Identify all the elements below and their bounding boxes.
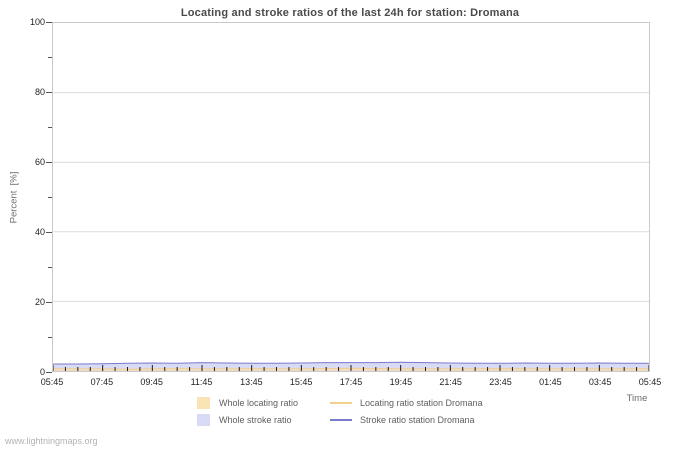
x-tick-label: 19:45 [389,377,413,387]
whole-stroke-swatch [197,414,210,426]
watermark-link: www.lightningmaps.org [5,436,98,446]
x-tick-label: 11:45 [190,377,213,387]
y-minor-tick [48,267,52,268]
y-major-tick [46,372,52,373]
plot-area [52,22,650,372]
y-minor-tick [48,197,52,198]
legend-label-whole-stroke: Whole stroke ratio [219,415,292,425]
x-tick-label: 01:45 [539,377,562,387]
x-tick-label: 21:45 [439,377,462,387]
x-tick-label: 05:45 [638,377,662,387]
y-minor-tick [48,127,52,128]
y-tick-label: 0 [39,367,45,377]
y-major-tick [46,232,52,233]
x-tick-label: 09:45 [140,377,163,387]
x-tick-label: 23:45 [489,377,512,387]
y-tick-label: 60 [34,157,45,167]
whole-locating-swatch [197,397,210,409]
x-tick-label: 13:45 [240,377,263,387]
y-minor-tick [48,57,52,58]
y-tick-label: 20 [34,297,45,307]
y-axis-title: Percent [%] [8,171,20,224]
page-title: Locating and stroke ratios of the last 2… [180,7,520,19]
y-minor-tick [48,337,52,338]
legend-label-station-locating: Locating ratio station Dromana [360,398,483,408]
station-stroke-line-swatch [330,419,352,421]
y-tick-label: 40 [34,227,45,237]
x-tick-label: 07:45 [90,377,114,387]
y-tick-label: 100 [29,17,45,27]
chart-plot-svg [53,92,649,371]
legend-label-station-stroke: Stroke ratio station Dromana [360,415,475,425]
y-major-tick [46,162,52,163]
x-tick-label: 17:45 [339,377,363,387]
x-tick-label: 15:45 [289,377,313,387]
x-tick-label: 03:45 [588,377,612,387]
y-major-tick [46,22,52,23]
station-locating-line-swatch [330,402,352,404]
legend-label-whole-locating: Whole locating ratio [219,398,299,408]
x-tick-label: 05:45 [40,377,64,387]
y-tick-label: 80 [34,87,45,97]
y-major-tick [46,302,52,303]
x-axis-title: Time [626,393,648,404]
y-major-tick [46,92,52,93]
